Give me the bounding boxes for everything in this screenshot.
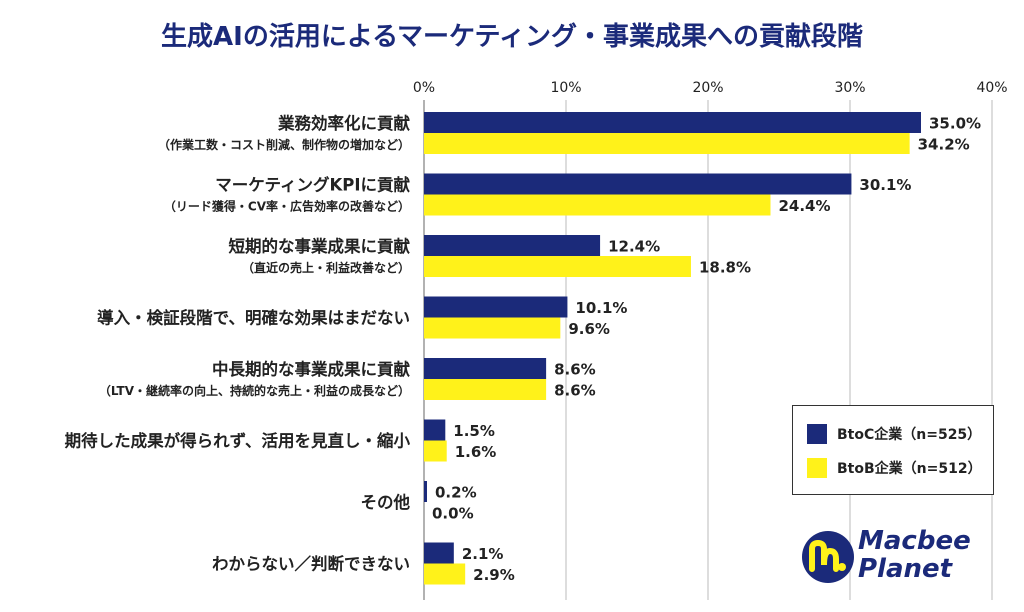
legend-label-btob: BtoB企業（n=512） [837,461,982,477]
category-label: 短期的な事業成果に貢献 [229,236,411,256]
x-tick-label: 30% [834,80,865,96]
category-label: マーケティングKPIに貢献 [215,175,410,195]
data-label-btoc: 8.6% [554,361,596,379]
bar-btob [424,256,691,277]
legend-swatch-btob [807,458,827,478]
legend: BtoC企業（n=525） BtoB企業（n=512） [792,405,994,495]
data-label-btob: 0.0% [432,505,474,523]
data-label-btob: 8.6% [554,382,596,400]
data-label-btob: 34.2% [918,136,970,154]
legend-item-btoc: BtoC企業（n=525） [807,424,981,444]
legend-swatch-btoc [807,424,827,444]
bar-btoc [424,173,852,195]
category-sublabel: （直近の売上・利益改善など） [242,260,410,275]
bar-btoc [424,542,454,564]
legend-label-btoc: BtoC企業（n=525） [837,427,982,443]
bar-btob [424,133,910,154]
chart-title: 生成AIの活用によるマーケティング・事業成果への貢献段階 [161,22,863,52]
data-label-btoc: 2.1% [462,545,504,563]
data-label-btob: 9.6% [568,320,610,338]
data-label-btoc: 12.4% [608,238,660,256]
x-tick-label: 20% [692,80,723,96]
category-label: 業務効率化に貢献 [278,113,411,133]
bar-btoc [424,296,568,318]
x-tick-label: 10% [550,80,581,96]
bar-btob [424,379,547,400]
bar-btob [424,440,447,462]
category-label: 導入・検証段階で、明確な効果はまだない [97,308,410,328]
bar-btob [424,194,771,216]
logo-line1: Macbee [858,526,971,556]
logo-text: Macbee Planet [858,527,971,583]
data-label-btob: 18.8% [699,259,751,277]
logo-mark-icon [802,531,854,583]
bar-btoc [424,235,601,256]
logo-line2: Planet [858,554,953,584]
category-label: 中長期的な事業成果に貢献 [212,359,411,379]
category-sublabel: （リード獲得・CV率・広告効率の改善など） [164,199,410,214]
bar-btoc [424,419,446,441]
category-sublabel: （LTV・継続率の向上、持続的な売上・利益の成長など） [99,383,410,398]
bar-btoc [424,358,547,379]
data-label-btoc: 0.2% [435,484,477,502]
bar-btob [424,563,466,585]
data-label-btoc: 1.5% [453,422,495,440]
data-label-btoc: 30.1% [859,176,911,194]
bar-btoc [424,112,921,133]
data-label-btob: 1.6% [455,443,497,461]
category-label: 期待した成果が得られず、活用を見直し・縮小 [65,431,411,451]
data-label-btoc: 35.0% [929,115,981,133]
x-tick-label: 0% [413,80,435,96]
bar-btob [424,317,561,339]
data-label-btob: 2.9% [473,566,515,584]
data-label-btob: 24.4% [778,197,830,215]
legend-item-btob: BtoB企業（n=512） [807,458,982,478]
macbee-planet-logo: Macbee Planet [800,525,1000,595]
bar-btoc [424,481,427,502]
category-sublabel: （作業工数・コスト削減、制作物の増加など） [158,137,410,152]
category-label: その他 [361,492,411,512]
data-label-btoc: 10.1% [575,299,627,317]
category-label: わからない／判断できない [212,554,410,574]
x-tick-label: 40% [976,80,1007,96]
